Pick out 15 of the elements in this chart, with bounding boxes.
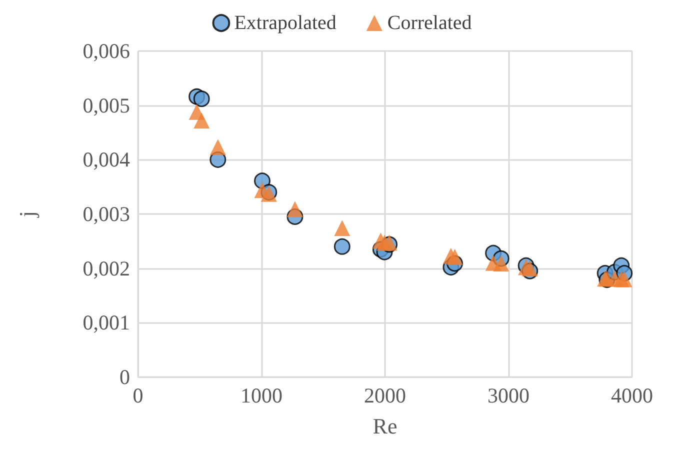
y-tick-label: 0	[120, 365, 130, 389]
legend-label: Correlated	[387, 12, 472, 34]
y-tick-label: 0,002	[82, 256, 130, 280]
x-tick-label: 2000	[364, 384, 406, 408]
y-axis-title: j	[14, 210, 40, 218]
y-tick-label: 0,006	[82, 39, 130, 63]
legend-label: Extrapolated	[234, 12, 336, 34]
y-tick-label: 0,003	[82, 202, 130, 226]
x-axis-title: Re	[372, 414, 398, 438]
y-tick-label: 0,005	[82, 93, 130, 118]
y-tick-label: 0,001	[82, 310, 130, 335]
y-tick-label: 0,004	[82, 148, 130, 172]
x-tick-label: 3000	[488, 384, 530, 408]
x-tick-label: 4000	[611, 384, 653, 408]
x-tick-label: 1000	[240, 384, 282, 408]
